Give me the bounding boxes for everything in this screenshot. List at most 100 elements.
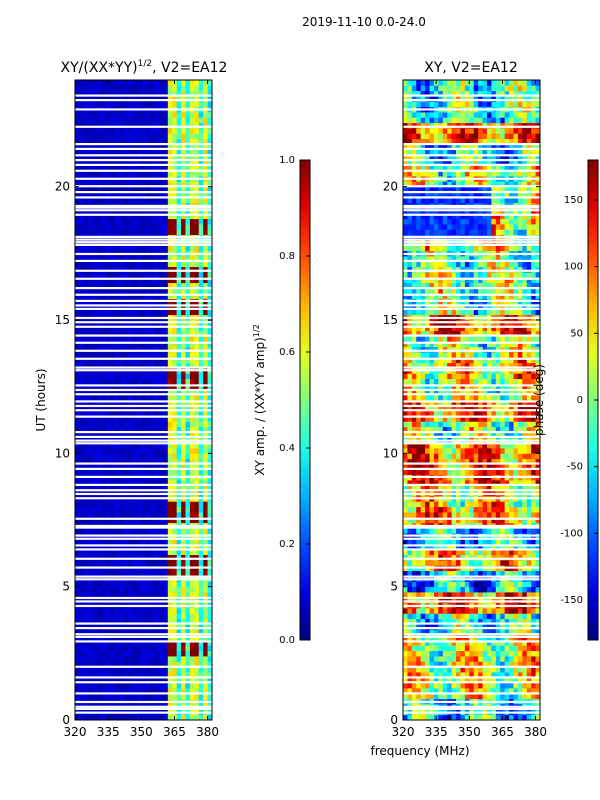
flagged-row xyxy=(75,341,212,344)
amplitude-ylabel: UT (hours) xyxy=(34,368,48,431)
flagged-row xyxy=(403,163,540,166)
flagged-row xyxy=(75,676,212,679)
flagged-row xyxy=(403,235,540,238)
flagged-row xyxy=(75,147,212,150)
flagged-row xyxy=(403,349,540,352)
amplitude-title-exponent: 1/2 xyxy=(138,59,152,69)
panel-amplitude: XY/(XX*YY)1/2, V2=EA12 320 335 350 365 380 0 5… xyxy=(34,59,227,739)
flagged-row xyxy=(75,604,212,608)
flagged-row xyxy=(403,299,540,302)
flagged-row xyxy=(75,640,212,643)
flagged-row xyxy=(75,159,212,162)
flagged-row xyxy=(403,566,540,569)
flagged-row xyxy=(75,707,212,710)
flagged-row xyxy=(403,204,540,208)
flagged-row xyxy=(403,304,540,307)
flagged-row xyxy=(403,409,540,412)
flagged-row xyxy=(403,287,540,290)
flagged-row xyxy=(403,147,540,150)
amplitude-ticks: 320 335 350 365 380 0 5 10 15 20 xyxy=(55,80,219,739)
flagged-row xyxy=(75,524,212,528)
flagged-row xyxy=(403,676,540,679)
flagged-row xyxy=(75,526,212,529)
flagged-row xyxy=(403,604,540,608)
phase-ytick-label: 0 xyxy=(390,713,398,727)
flagged-row xyxy=(75,439,212,442)
flagged-row xyxy=(75,94,212,97)
flagged-row xyxy=(403,578,540,581)
flagged-row xyxy=(403,259,540,262)
flagged-row xyxy=(75,277,212,280)
flagged-row xyxy=(403,442,540,445)
panel-phase: XY, V2=EA12 320 335 350 365 380 0 5 10 15 20 freq… xyxy=(370,60,547,758)
amplitude-colorbar-gradient xyxy=(299,159,311,641)
flagged-row xyxy=(75,143,212,146)
phase-colorbar-label: phase (deg) xyxy=(532,364,546,436)
flagged-row xyxy=(403,548,540,551)
flagged-row xyxy=(75,544,212,547)
phase-xtick-label: 320 xyxy=(392,725,415,739)
flagged-row xyxy=(75,349,212,352)
flagged-row xyxy=(403,196,540,199)
flagged-row xyxy=(75,154,212,157)
flagged-row xyxy=(75,578,212,581)
amplitude-title-main: XY/(XX*YY) xyxy=(61,60,138,76)
flagged-row xyxy=(403,241,540,244)
flagged-row xyxy=(403,243,540,246)
flagged-row xyxy=(403,177,540,180)
phase-ytick-label: 15 xyxy=(383,313,398,327)
amplitude-ytick-label: 20 xyxy=(55,180,70,194)
phase-ytick-label: 10 xyxy=(383,446,398,460)
flagged-row xyxy=(403,384,540,387)
flagged-row xyxy=(403,307,540,310)
flagged-row xyxy=(403,357,540,360)
flagged-row xyxy=(403,633,540,636)
amplitude-plot-frame xyxy=(74,79,213,721)
flagged-row xyxy=(403,534,540,537)
flagged-row xyxy=(403,439,540,442)
flagged-row xyxy=(75,462,212,465)
phase-ytick-label: 20 xyxy=(383,180,398,194)
flagged-row xyxy=(75,259,212,262)
flagged-row xyxy=(75,177,212,180)
flagged-row xyxy=(75,548,212,551)
flagged-row xyxy=(403,143,540,146)
flagged-row xyxy=(403,557,540,560)
phase-xlabel: frequency (MHz) xyxy=(370,744,469,758)
flagged-row xyxy=(75,566,212,569)
flagged-row xyxy=(75,99,212,102)
flagged-row xyxy=(75,537,212,540)
flagged-row xyxy=(403,462,540,465)
flagged-row xyxy=(75,252,212,256)
flagged-row xyxy=(75,307,212,310)
flagged-row xyxy=(75,196,212,199)
amplitude-xtick-label: 320 xyxy=(64,725,87,739)
flagged-row xyxy=(75,534,212,537)
flagged-row xyxy=(75,700,212,704)
flagged-row xyxy=(75,475,212,478)
phase-heatmap xyxy=(403,80,541,721)
colorbar-tick-label: -150 xyxy=(560,595,583,606)
phase-xtick-label: 380 xyxy=(524,725,547,739)
flagged-row xyxy=(403,316,540,320)
flagged-row xyxy=(75,705,212,708)
flagged-row xyxy=(75,163,212,166)
flagged-row xyxy=(403,400,540,403)
flagged-row xyxy=(75,369,212,372)
flagged-row xyxy=(403,388,540,392)
amplitude-colorbar-label: XY amp. / (XX*YY amp)1/2 xyxy=(252,324,267,475)
flagged-row xyxy=(403,185,540,188)
flagged-row xyxy=(75,235,212,238)
flagged-row xyxy=(75,108,212,111)
colorbar-tick-label: 50 xyxy=(570,328,583,339)
amplitude-xtick-label: 365 xyxy=(163,725,186,739)
phase-title: XY, V2=EA12 xyxy=(424,60,518,76)
flagged-row xyxy=(75,125,212,128)
flagged-row xyxy=(75,497,212,500)
flagged-row xyxy=(403,209,540,212)
flagged-row xyxy=(403,600,540,603)
flagged-row xyxy=(403,492,540,496)
flagged-row xyxy=(403,393,540,396)
flagged-row xyxy=(75,665,212,668)
flagged-row xyxy=(75,600,212,603)
